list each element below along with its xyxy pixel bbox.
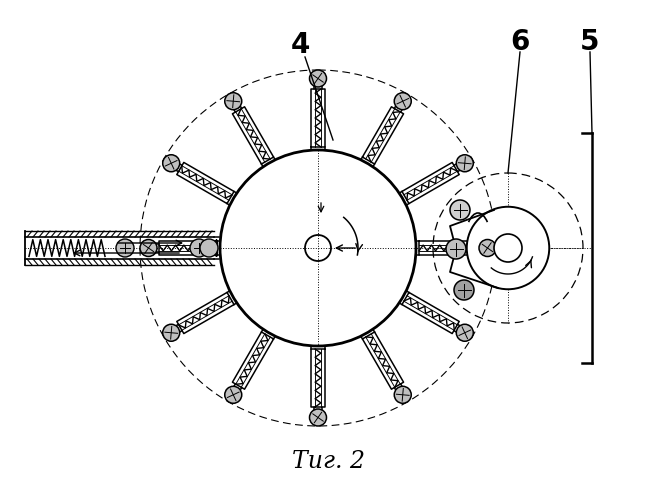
Circle shape bbox=[310, 70, 326, 87]
Circle shape bbox=[163, 324, 180, 341]
Circle shape bbox=[394, 92, 411, 110]
Circle shape bbox=[200, 239, 218, 257]
Circle shape bbox=[450, 200, 470, 220]
Circle shape bbox=[394, 386, 411, 404]
Circle shape bbox=[454, 280, 474, 300]
Circle shape bbox=[220, 150, 416, 346]
Circle shape bbox=[456, 155, 474, 172]
Circle shape bbox=[494, 234, 522, 262]
Circle shape bbox=[116, 239, 134, 257]
Circle shape bbox=[310, 409, 326, 426]
Circle shape bbox=[446, 239, 466, 259]
Circle shape bbox=[140, 240, 157, 256]
Circle shape bbox=[456, 324, 474, 341]
Text: 4: 4 bbox=[290, 31, 310, 59]
Text: 5: 5 bbox=[580, 28, 600, 56]
Text: Τиг. 2: Τиг. 2 bbox=[292, 450, 364, 473]
Circle shape bbox=[190, 239, 208, 257]
Circle shape bbox=[224, 386, 242, 404]
Circle shape bbox=[163, 155, 180, 172]
Text: 6: 6 bbox=[510, 28, 529, 56]
Circle shape bbox=[224, 92, 242, 110]
Circle shape bbox=[479, 240, 496, 256]
Circle shape bbox=[467, 207, 549, 289]
Circle shape bbox=[305, 235, 331, 261]
